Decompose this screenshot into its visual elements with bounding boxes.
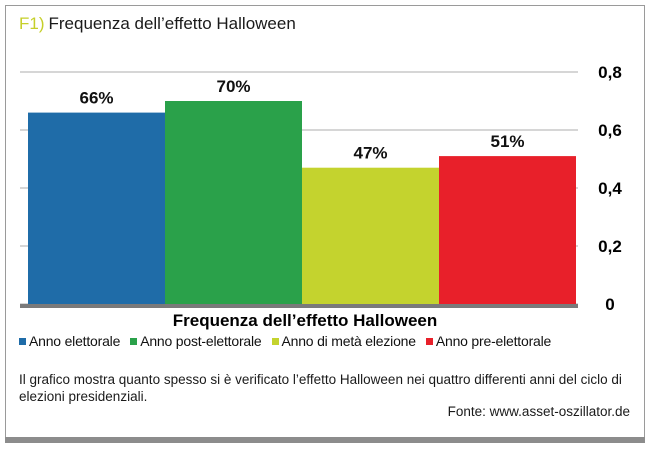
frame-bottom-bar: [5, 437, 645, 443]
legend-item: Anno elettorale: [19, 333, 120, 349]
legend-swatch: [19, 338, 26, 345]
baseline: [20, 304, 578, 308]
legend: Anno elettorale Anno post-elettorale Anno …: [19, 333, 561, 349]
data-label: 51%: [490, 132, 524, 151]
legend-item: Anno di metà elezione: [271, 333, 417, 349]
data-label: 66%: [79, 89, 113, 108]
bars: [28, 101, 576, 304]
y-tick-label: 0,8: [598, 63, 622, 82]
data-labels: 66% 70% 47% 51%: [79, 77, 524, 163]
legend-swatch: [425, 338, 433, 345]
data-label: 70%: [216, 77, 250, 96]
data-label: 47%: [353, 144, 387, 163]
bar: [439, 156, 576, 304]
bar: [302, 167, 439, 304]
bar: [165, 101, 302, 304]
caption: Il grafico mostra quanto spesso si è ver…: [19, 372, 622, 404]
legend-swatch: [271, 338, 279, 345]
legend-swatch: [130, 338, 138, 345]
y-axis-ticks: 0 0,2 0,4 0,6 0,8: [598, 63, 622, 314]
legend-label: Anno elettorale: [29, 333, 121, 349]
figure-title: F1) Frequenza dell’effetto Halloween: [19, 14, 296, 34]
legend-item: Anno post-elettorale: [130, 333, 262, 349]
x-axis-label: Frequenza dell’effetto Halloween: [173, 311, 438, 330]
y-tick-label: 0,4: [598, 179, 622, 198]
bar: [28, 112, 165, 304]
legend-item: Anno pre-elettorale: [425, 333, 552, 349]
y-tick-label: 0: [605, 295, 614, 314]
source: Fonte: www.asset-oszillator.de: [447, 404, 630, 419]
y-tick-label: 0,6: [598, 121, 622, 140]
legend-label: Anno di metà elezione: [281, 333, 417, 349]
axis-base: [20, 304, 578, 308]
legend-label: Anno post-elettorale: [140, 333, 262, 349]
legend-label: Anno pre-elettorale: [435, 333, 552, 349]
y-tick-label: 0,2: [598, 237, 622, 256]
title-text: Frequenza dell’effetto Halloween: [48, 14, 296, 33]
figure-label: F1): [19, 14, 45, 33]
